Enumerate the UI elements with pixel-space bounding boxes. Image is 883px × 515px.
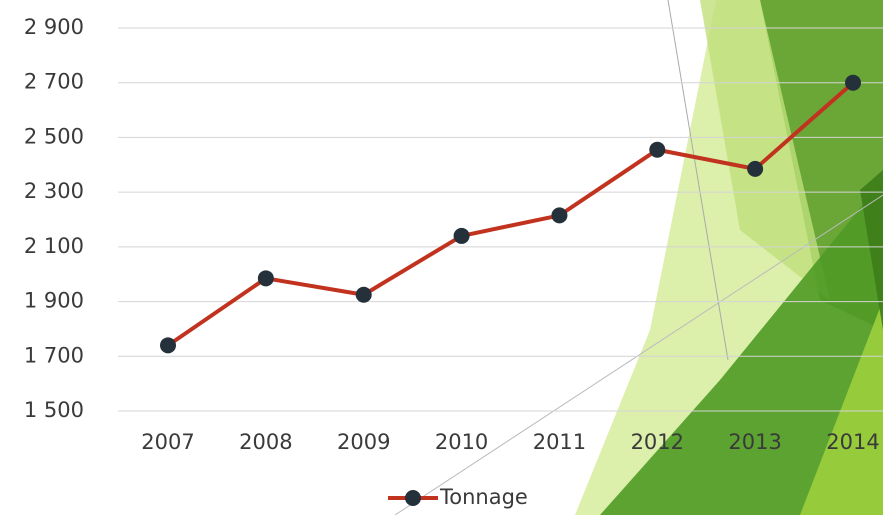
legend-label: Tonnage [439,485,528,509]
marker [454,228,470,244]
x-tick-label: 2009 [337,430,390,454]
x-tick-label: 2011 [533,430,586,454]
x-tick-label: 2010 [435,430,488,454]
chart: 1 500 1 700 1 900 2 100 2 300 2 500 2 700 2 900… [0,0,883,515]
marker [258,270,274,286]
y-tick-label: 1 500 [24,398,84,422]
x-tick-label: 2007 [141,430,194,454]
y-tick-label: 2 500 [24,124,84,148]
legend-marker [405,490,421,506]
y-tick-label: 2 900 [24,15,84,39]
marker [356,287,372,303]
marker [551,207,567,223]
x-tick-label: 2013 [728,430,781,454]
y-tick-label: 2 700 [24,70,84,94]
x-tick-label: 2014 [826,430,879,454]
x-tick-label: 2008 [239,430,292,454]
marker [845,75,861,91]
y-tick-label: 2 100 [24,234,84,258]
y-tick-label: 1 700 [24,343,84,367]
x-tick-label: 2012 [631,430,684,454]
marker [160,337,176,353]
y-tick-label: 2 300 [24,179,84,203]
marker [747,161,763,177]
y-tick-label: 1 900 [24,289,84,313]
marker [649,142,665,158]
